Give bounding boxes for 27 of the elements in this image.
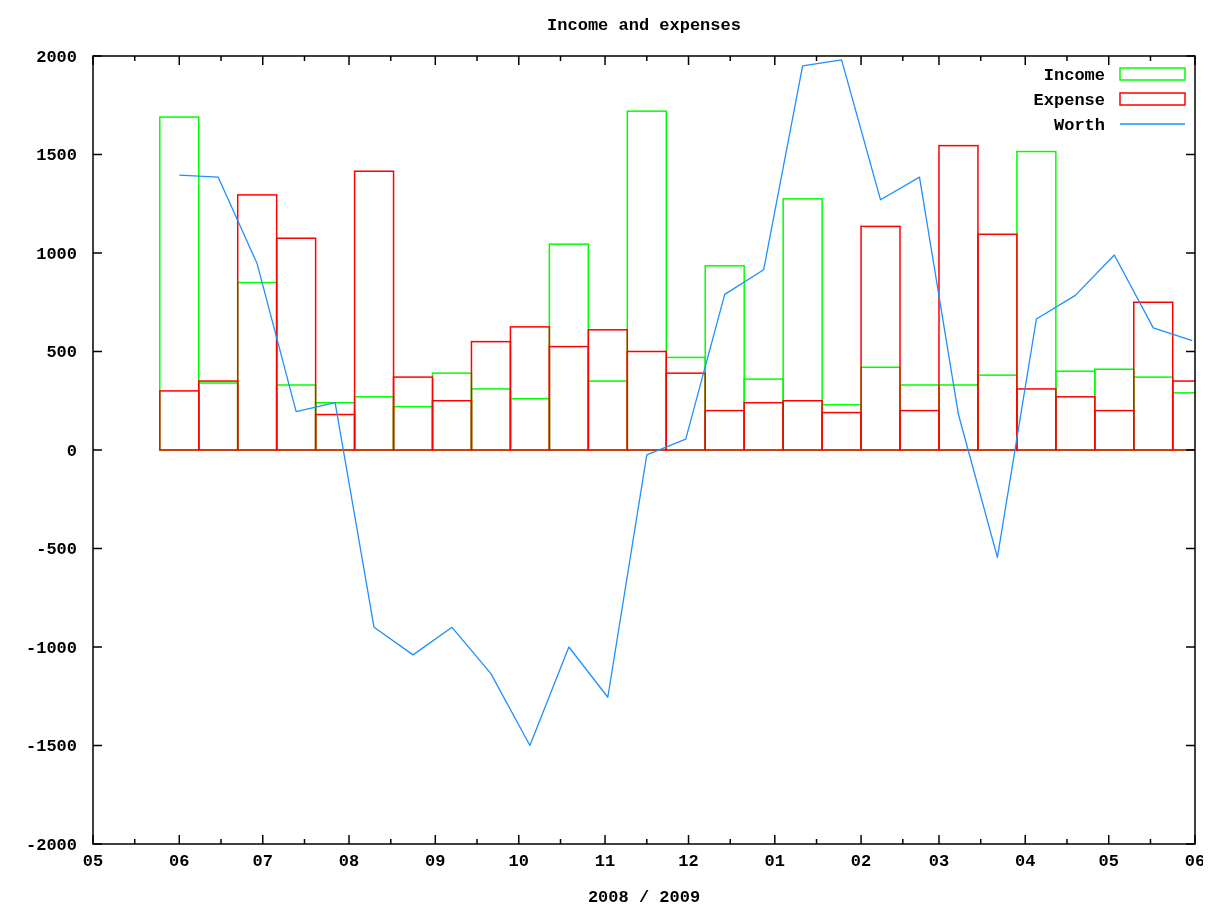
- y-tick-label: -500: [36, 540, 77, 560]
- x-tick-label: 11: [594, 852, 616, 871]
- x-axis-title: 2008 / 2009: [587, 888, 701, 907]
- x-tick-label: 03: [928, 852, 950, 871]
- y-tick-label: -2000: [25, 835, 77, 855]
- x-tick-label: 12: [678, 852, 699, 871]
- x-tick-label: 05: [82, 852, 104, 871]
- chart-title: Income and expenses: [547, 16, 741, 35]
- y-tick-label: 0: [66, 441, 77, 461]
- x-tick-label: 06: [169, 852, 190, 871]
- x-tick-label: 02: [850, 852, 872, 871]
- legend-label: Income: [1043, 65, 1105, 85]
- x-tick-label: 08: [338, 852, 360, 871]
- y-tick-label: 1000: [36, 244, 77, 264]
- legend-label: Worth: [1053, 115, 1105, 135]
- y-tick-label: -1000: [25, 638, 77, 658]
- x-tick-label: 04: [1015, 852, 1036, 871]
- x-tick-label: 05: [1098, 852, 1119, 871]
- y-tick-label: 1500: [36, 146, 77, 166]
- y-tick-label: 2000: [36, 47, 77, 67]
- legend-label: Expense: [1033, 90, 1105, 110]
- y-tick-label: -1500: [25, 737, 77, 757]
- y-tick-label: 500: [46, 343, 77, 363]
- x-tick-label: 09: [425, 852, 446, 871]
- x-tick-label: 10: [508, 852, 529, 871]
- x-tick-label: 01: [764, 852, 785, 871]
- x-tick-label: 07: [252, 852, 273, 871]
